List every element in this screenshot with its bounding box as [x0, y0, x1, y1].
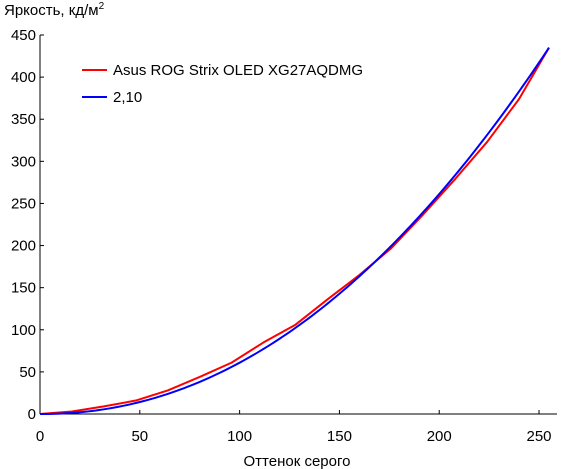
series-line-gamma — [39, 47, 550, 415]
y-tick-label: 100 — [11, 322, 36, 339]
y-axis-title-sup: 2 — [99, 1, 105, 12]
x-tick-label: 250 — [527, 428, 552, 445]
y-tick-label: 350 — [11, 111, 36, 128]
y-axis-title-main: Яркость, кд/м — [4, 2, 99, 19]
x-axis-title: Оттенок серого — [244, 453, 351, 469]
y-axis-title: Яркость, кд/м2 — [4, 1, 105, 19]
y-tick-label: 300 — [11, 153, 36, 170]
x-tick-label: 200 — [427, 428, 452, 445]
x-tick-label: 0 — [36, 428, 44, 445]
y-tick-label: 50 — [19, 364, 36, 381]
y-tick-label: 0 — [28, 406, 36, 423]
y-tick-label: 150 — [11, 280, 36, 297]
series-line-asus — [39, 47, 550, 415]
x-tick-label: 150 — [327, 428, 352, 445]
x-ticks: 0 50 100 150 200 250 — [36, 410, 552, 445]
y-tick-label: 250 — [11, 195, 36, 212]
x-tick-label: 50 — [131, 428, 148, 445]
y-tick-label: 400 — [11, 69, 36, 86]
legend: Asus ROG Strix OLED XG27AQDMG 2,10 — [82, 62, 363, 106]
legend-label-gamma: 2,10 — [113, 89, 142, 106]
y-ticks: 0 50 100 150 200 250 300 350 400 450 — [11, 27, 44, 423]
y-tick-label: 450 — [11, 27, 36, 44]
legend-label-asus: Asus ROG Strix OLED XG27AQDMG — [113, 62, 363, 79]
x-tick-label: 100 — [227, 428, 252, 445]
y-tick-label: 200 — [11, 238, 36, 255]
series-layer — [39, 47, 550, 415]
